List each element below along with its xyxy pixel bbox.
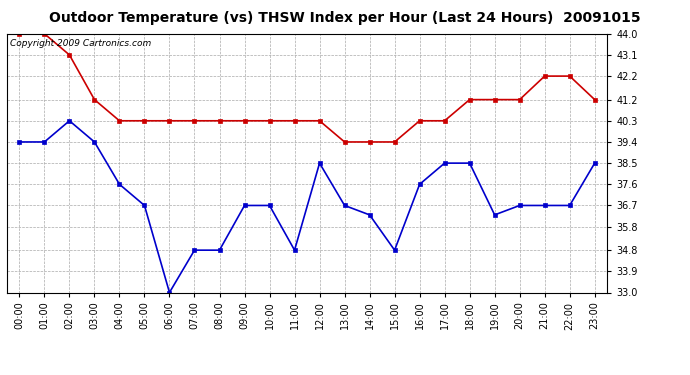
Text: Outdoor Temperature (vs) THSW Index per Hour (Last 24 Hours)  20091015: Outdoor Temperature (vs) THSW Index per … [49, 11, 641, 25]
Text: Copyright 2009 Cartronics.com: Copyright 2009 Cartronics.com [10, 39, 151, 48]
